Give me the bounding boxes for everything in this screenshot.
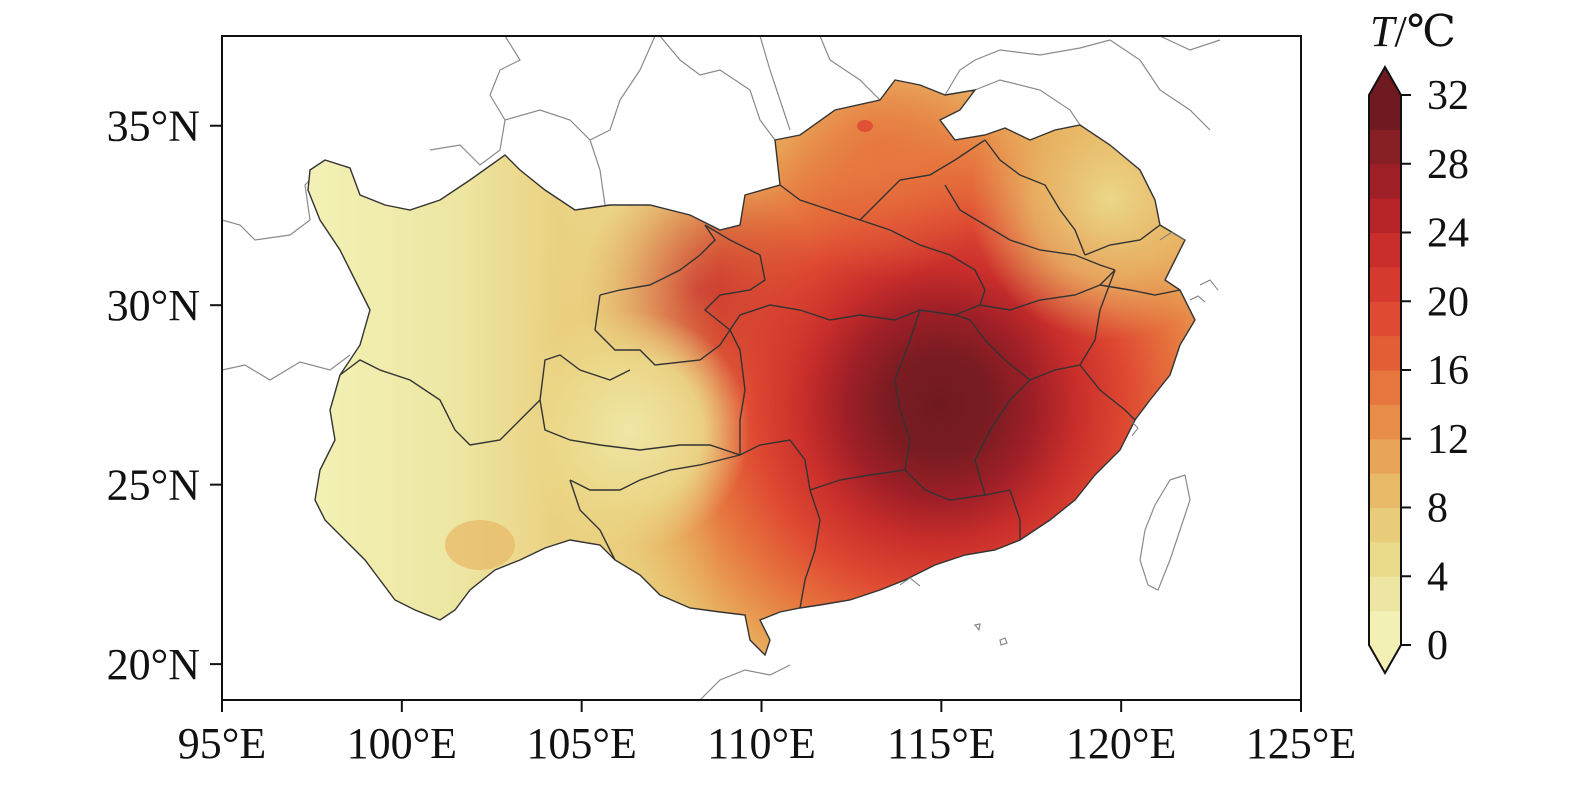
colorbar-swatch [1369,95,1401,130]
colorbar-swatch [1369,301,1401,337]
colorbar-tick-label: 24 [1427,211,1469,257]
colorbar-swatch [1369,541,1401,577]
colorbar-swatch [1369,232,1401,268]
colorbar-swatch [1369,438,1401,474]
colorbar-title: T/℃ [1370,7,1456,56]
colorbar-tick-label: 28 [1427,142,1469,188]
colorbar-tick-label: 20 [1427,279,1469,325]
colorbar-swatch [1369,266,1401,302]
colorbar-tick-label: 8 [1427,486,1448,532]
colorbar-swatch [1369,198,1401,233]
x-tick-label: 120°E [1066,719,1176,768]
colorbar-max-extension [1369,67,1401,95]
colorbar-title-variable: T [1370,7,1398,56]
colorbar-min-extension [1369,645,1401,673]
colorbar-tick-label: 16 [1427,348,1469,394]
colorbar-swatch [1369,163,1401,199]
x-tick-label: 100°E [347,719,457,768]
x-tick-label: 115°E [887,719,996,768]
colorbar-swatch [1369,370,1401,405]
colorbar-tick-label: 0 [1427,623,1448,669]
coastal-islands [899,231,1219,587]
x-tick-label: 125°E [1246,719,1356,768]
y-tick-label: 35°N [107,102,200,151]
y-tick-label: 20°N [107,640,200,689]
colorbar-swatch [1369,404,1401,440]
province-boundaries [307,79,1196,656]
y-axis: 35°N 30°N 25°N 20°N [107,102,222,689]
y-tick-label: 25°N [107,461,200,510]
colorbar-swatch [1369,335,1401,371]
colorbar-ticks: 32 28 24 20 16 12 8 4 0 [1401,73,1469,669]
colorbar-swatch [1369,507,1401,543]
colorbar-tick-label: 12 [1427,417,1469,463]
colorbar-title-unit: /℃ [1395,7,1456,56]
colorbar-swatches [1369,67,1401,673]
outer-boundaries [222,36,1221,700]
colorbar-tick-label: 4 [1427,554,1448,600]
colorbar-swatch [1369,129,1401,165]
colorbar-swatch [1369,473,1401,508]
x-axis: 95°E 100°E 105°E 110°E 115°E 120°E 125°E [178,700,1356,768]
y-tick-label: 30°N [107,281,200,330]
x-tick-label: 110°E [707,719,816,768]
colorbar-tick-label: 32 [1427,73,1469,119]
x-tick-label: 95°E [178,719,266,768]
x-tick-label: 105°E [526,719,636,768]
colorbar: 32 28 24 20 16 12 8 4 0 T/℃ [1368,7,1469,676]
colorbar-swatch [1369,576,1401,612]
colorbar-swatch [1369,610,1401,646]
